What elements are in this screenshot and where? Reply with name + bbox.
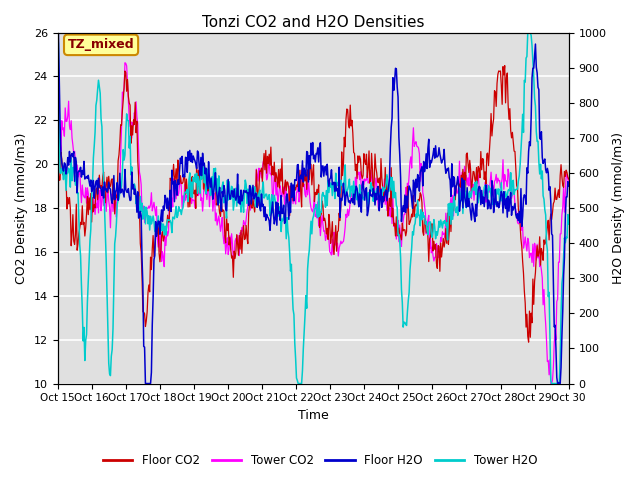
Floor H2O bbox=[54, 30, 61, 36]
Floor H2O bbox=[440, 156, 447, 162]
Floor CO2 bbox=[144, 290, 152, 296]
Tower H2O bbox=[294, 381, 302, 386]
Tower CO2 bbox=[440, 231, 447, 237]
Floor CO2 bbox=[525, 339, 532, 345]
Tower CO2 bbox=[121, 60, 129, 66]
Floor CO2 bbox=[185, 181, 193, 187]
Floor H2O bbox=[186, 147, 194, 153]
Y-axis label: CO2 Density (mmol/m3): CO2 Density (mmol/m3) bbox=[15, 132, 28, 284]
Floor CO2 bbox=[285, 186, 292, 192]
Floor H2O bbox=[565, 183, 573, 189]
Tower CO2 bbox=[356, 177, 364, 182]
Line: Floor CO2: Floor CO2 bbox=[58, 66, 569, 342]
Tower CO2 bbox=[547, 381, 555, 386]
Floor CO2 bbox=[438, 245, 446, 251]
Tower CO2 bbox=[396, 222, 404, 228]
Floor CO2 bbox=[54, 178, 61, 183]
Legend: Floor CO2, Tower CO2, Floor H2O, Tower H2O: Floor CO2, Tower CO2, Floor H2O, Tower H… bbox=[98, 449, 542, 472]
Floor H2O bbox=[286, 199, 294, 205]
Tower H2O bbox=[440, 218, 447, 224]
X-axis label: Time: Time bbox=[298, 409, 328, 422]
Floor CO2 bbox=[565, 176, 573, 182]
Line: Tower CO2: Tower CO2 bbox=[58, 63, 569, 384]
Tower H2O bbox=[185, 177, 193, 182]
Tower H2O bbox=[356, 182, 364, 188]
Line: Floor H2O: Floor H2O bbox=[58, 33, 569, 384]
Tower CO2 bbox=[286, 183, 294, 189]
Floor H2O bbox=[396, 152, 404, 157]
Tower CO2 bbox=[145, 203, 153, 209]
Tower H2O bbox=[144, 221, 152, 227]
Tower CO2 bbox=[54, 155, 61, 161]
Floor CO2 bbox=[355, 159, 363, 165]
Tower H2O bbox=[396, 239, 404, 244]
Tower H2O bbox=[565, 221, 573, 227]
Title: Tonzi CO2 and H2O Densities: Tonzi CO2 and H2O Densities bbox=[202, 15, 424, 30]
Tower CO2 bbox=[565, 179, 573, 185]
Floor CO2 bbox=[395, 225, 403, 231]
Y-axis label: H2O Density (mmol/m3): H2O Density (mmol/m3) bbox=[612, 132, 625, 284]
Line: Tower H2O: Tower H2O bbox=[58, 33, 569, 384]
Text: TZ_mixed: TZ_mixed bbox=[68, 38, 134, 51]
Floor H2O bbox=[356, 191, 364, 197]
Floor H2O bbox=[141, 381, 149, 386]
Tower H2O bbox=[285, 235, 292, 240]
Tower CO2 bbox=[186, 200, 194, 205]
Floor H2O bbox=[145, 381, 153, 386]
Tower H2O bbox=[54, 30, 61, 36]
Floor CO2 bbox=[501, 63, 509, 69]
